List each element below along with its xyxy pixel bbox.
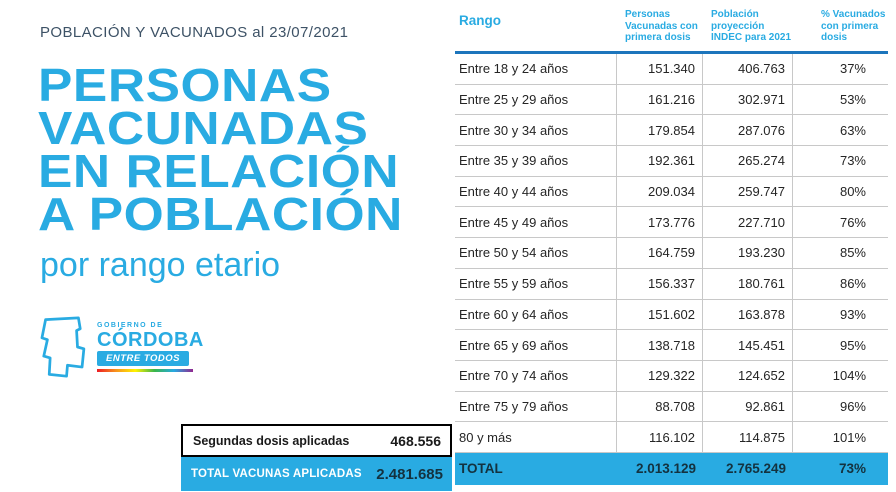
value-cell: 164.759 [617, 238, 703, 268]
value-cell: 76% [839, 214, 866, 230]
table-row: Entre 35 y 39 años 192.361 265.274 73% [455, 146, 888, 177]
value-cell: 95% [839, 337, 866, 353]
age-range-cell: Entre 75 y 79 años [455, 391, 617, 422]
value-cell: 209.034 [617, 176, 703, 207]
title-line: EN RELACIÓN [38, 145, 400, 197]
title-line: A POBLACIÓN [38, 188, 403, 240]
value-cell: 114.875 [703, 422, 793, 452]
table-row: Entre 45 y 49 años 173.776 227.710 76% [455, 207, 888, 239]
age-range-cell: Entre 55 y 59 años [455, 268, 617, 299]
value-cell: 37% [839, 61, 866, 77]
value-cell: 145.451 [703, 330, 793, 360]
value-cell: 265.274 [703, 146, 793, 176]
value-cell: 173.776 [617, 207, 703, 238]
title-line: PERSONAS [38, 59, 332, 111]
value-cell: 302.971 [703, 84, 793, 115]
value-cell: 96% [839, 398, 866, 414]
value-cell: 227.710 [703, 207, 793, 238]
value-cell: 156.337 [617, 268, 703, 299]
age-range-cell: 80 y más [455, 422, 617, 452]
table-row: Entre 55 y 59 años 156.337 180.761 86% [455, 268, 888, 300]
age-range-cell: Entre 65 y 69 años [455, 330, 617, 360]
value-cell: 104% [832, 368, 866, 384]
value-cell: 116.102 [617, 422, 703, 452]
value-cell: 88.708 [617, 391, 703, 422]
table-row: 80 y más 116.102 114.875 101% [455, 422, 888, 453]
total-label-cell: TOTAL [459, 461, 503, 477]
summary-box: Segundas dosis aplicadas 468.556 TOTAL V… [181, 424, 452, 491]
age-range-cell: Entre 50 y 54 años [455, 238, 617, 268]
value-cell: 53% [839, 92, 866, 108]
logo-entre-todos-badge: ENTRE TODOS [97, 351, 189, 366]
value-cell: 287.076 [703, 115, 793, 146]
value-cell: 192.361 [617, 146, 703, 176]
column-header-rango: Rango [459, 13, 501, 28]
cordoba-government-logo: GOBIERNO DE CÓRDOBA ENTRE TODOS [36, 316, 204, 378]
value-cell: 406.763 [703, 54, 793, 84]
report-date-kicker: POBLACIÓN Y VACUNADOS al 23/07/2021 [40, 24, 349, 41]
column-header-pct-vacunados: % Vacunados con primera dosis [821, 9, 886, 43]
value-cell: 73% [839, 153, 866, 169]
table-row: Entre 50 y 54 años 164.759 193.230 85% [455, 238, 888, 269]
table-row: Entre 30 y 34 años 179.854 287.076 63% [455, 115, 888, 147]
value-cell: 161.216 [617, 84, 703, 115]
age-range-cell: Entre 45 y 49 años [455, 207, 617, 238]
table-row: Entre 40 y 44 años 209.034 259.747 80% [455, 176, 888, 208]
value-cell: 151.602 [617, 299, 703, 330]
cordoba-province-map-icon [40, 316, 86, 378]
table-row: Entre 25 y 29 años 161.216 302.971 53% [455, 84, 888, 116]
logo-government-label: GOBIERNO DE [97, 322, 164, 329]
total-value-cell: 2.765.249 [725, 461, 786, 477]
page-subtitle: por rango etario [40, 246, 281, 284]
age-range-cell: Entre 18 y 24 años [455, 54, 617, 84]
value-cell: 179.854 [617, 115, 703, 146]
age-table-body: Entre 18 y 24 años 151.340 406.763 37% Entre… [455, 54, 888, 453]
summary-row-total-vaccines: TOTAL VACUNAS APLICADAS 2.481.685 [181, 457, 452, 491]
title-line: VACUNADAS [38, 102, 369, 154]
summary-label: Segundas dosis aplicadas [193, 433, 350, 448]
value-cell: 138.718 [617, 330, 703, 360]
table-total-row: TOTAL 2.013.129 2.765.249 73% [455, 452, 888, 485]
logo-cordoba-label: CÓRDOBA [97, 329, 204, 351]
value-cell: 101% [832, 429, 866, 445]
table-header: Rango Personas Vacunadas con primera dos… [455, 6, 888, 54]
value-cell: 259.747 [703, 176, 793, 207]
summary-value: 2.481.685 [376, 465, 443, 483]
value-cell: 129.322 [617, 360, 703, 391]
age-range-cell: Entre 35 y 39 años [455, 146, 617, 176]
table-row: Entre 70 y 74 años 129.322 124.652 104% [455, 360, 888, 392]
value-cell: 163.878 [703, 299, 793, 330]
column-header-primera-dosis: Personas Vacunadas con primera dosis [625, 9, 698, 43]
total-value-cell: 2.013.129 [635, 461, 696, 477]
value-cell: 85% [839, 245, 866, 261]
summary-value: 468.556 [390, 432, 441, 449]
age-range-cell: Entre 40 y 44 años [455, 176, 617, 207]
age-range-cell: Entre 30 y 34 años [455, 115, 617, 146]
page-title: PERSONAS VACUNADAS EN RELACIÓN A POBLACI… [38, 59, 403, 240]
table-row: Entre 60 y 64 años 151.602 163.878 93% [455, 299, 888, 331]
value-cell: 80% [839, 184, 866, 200]
summary-row-second-doses: Segundas dosis aplicadas 468.556 [181, 424, 452, 457]
rainbow-stripe [97, 369, 193, 372]
age-range-cell: Entre 25 y 29 años [455, 84, 617, 115]
vaccination-table: Rango Personas Vacunadas con primera dos… [455, 6, 888, 485]
age-range-cell: Entre 60 y 64 años [455, 299, 617, 330]
value-cell: 180.761 [703, 268, 793, 299]
value-cell: 86% [839, 276, 866, 292]
value-cell: 124.652 [703, 360, 793, 391]
age-range-cell: Entre 70 y 74 años [455, 360, 617, 391]
value-cell: 193.230 [703, 238, 793, 268]
table-row: Entre 18 y 24 años 151.340 406.763 37% [455, 54, 888, 85]
value-cell: 93% [839, 306, 866, 322]
total-value-cell: 73% [838, 461, 866, 477]
table-row: Entre 65 y 69 años 138.718 145.451 95% [455, 330, 888, 361]
value-cell: 151.340 [617, 54, 703, 84]
table-row: Entre 75 y 79 años 88.708 92.861 96% [455, 391, 888, 423]
logo-text: GOBIERNO DE CÓRDOBA ENTRE TODOS [97, 322, 204, 372]
value-cell: 92.861 [703, 391, 793, 422]
summary-label: TOTAL VACUNAS APLICADAS [191, 468, 362, 480]
column-header-poblacion-indec: Población proyección INDEC para 2021 [711, 9, 792, 43]
value-cell: 63% [839, 122, 866, 138]
